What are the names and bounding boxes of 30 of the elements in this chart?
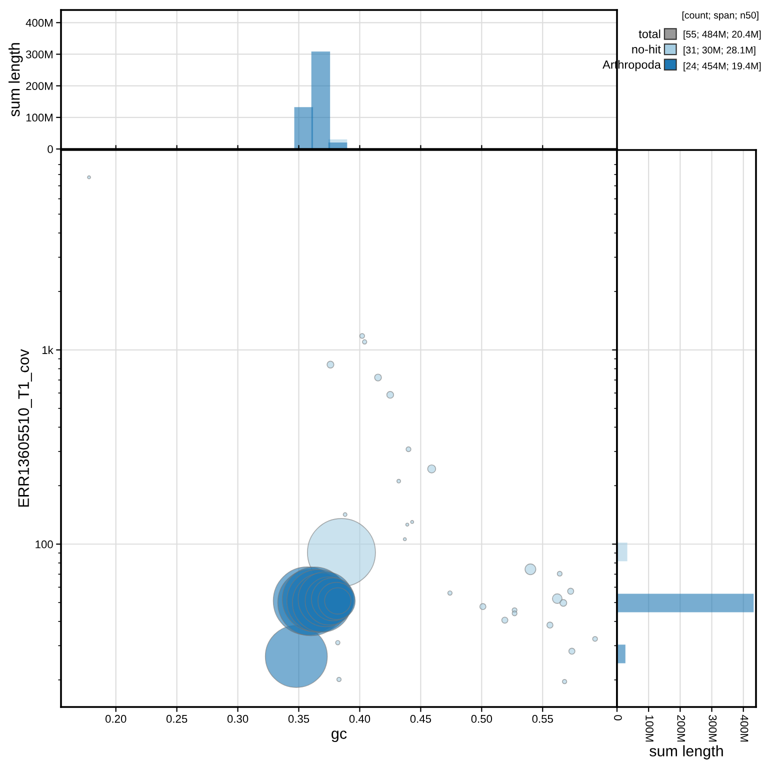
x-axis-title: sum length xyxy=(650,745,723,760)
y-tick-label: 300M xyxy=(26,50,52,58)
legend-title: [count; span; n50] xyxy=(682,11,758,21)
y-tick-label: 200M xyxy=(26,82,52,90)
x-tick-label: 0.35 xyxy=(288,714,310,723)
y-tick-label: 1k xyxy=(42,346,54,354)
y-tick-label: 100M xyxy=(26,114,52,122)
y-tick-label: 400M xyxy=(26,18,52,27)
x-tick-label: 0.55 xyxy=(532,714,553,723)
x-tick-label: 200M xyxy=(677,715,686,742)
y-tick-label: 0 xyxy=(48,145,53,154)
x-axis-title: gc xyxy=(332,730,347,742)
y-axis-title: ERR13605510_T1_cov xyxy=(18,349,32,507)
x-tick-label: 300M xyxy=(708,715,717,742)
y-tick-label: 100 xyxy=(36,540,53,548)
x-tick-label: 0.20 xyxy=(105,714,126,723)
x-tick-label: 100M xyxy=(646,715,654,742)
x-tick-label: 400M xyxy=(740,714,748,742)
text: [55; 484M; 20.4M] xyxy=(684,30,761,40)
text: [31; 30M; 28.1M] xyxy=(684,46,756,56)
x-tick-label: 0.50 xyxy=(471,714,492,723)
legend-label: total xyxy=(638,29,660,38)
legend-label: no-hit xyxy=(632,44,661,54)
x-tick-label: 0.30 xyxy=(227,714,248,723)
x-tick-label: 0 xyxy=(614,715,622,720)
text: [24; 454M; 19.4M] xyxy=(684,62,761,72)
x-tick-label: 0.40 xyxy=(349,714,370,723)
x-tick-label: 0.25 xyxy=(166,714,188,723)
y-axis-title: sum length xyxy=(8,43,23,116)
x-tick-label: 0.45 xyxy=(410,714,432,723)
